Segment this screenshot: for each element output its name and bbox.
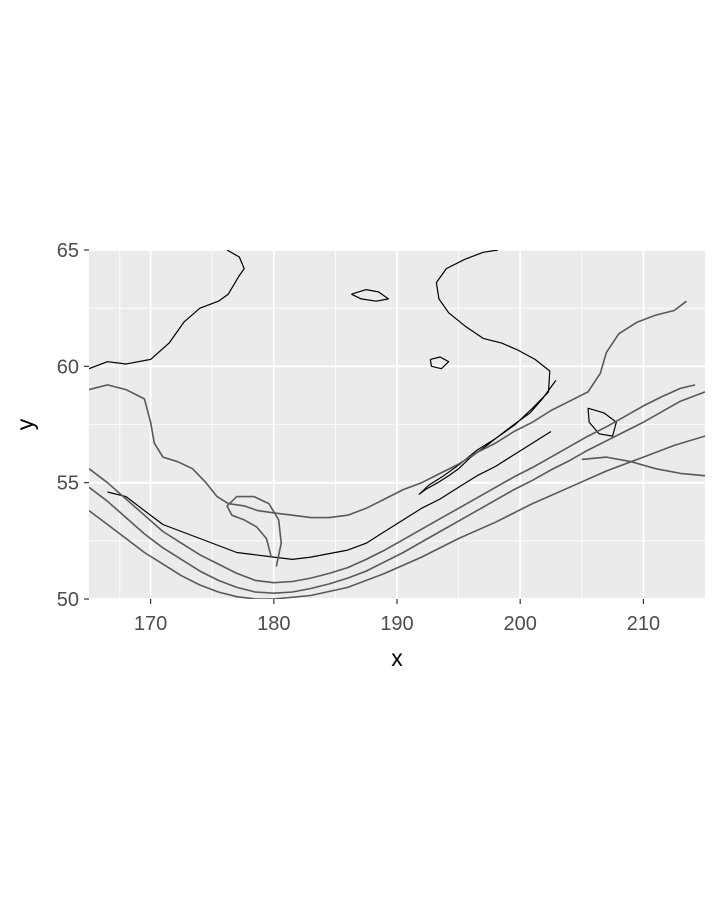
series-coastline-kodiak-island [587, 407, 617, 437]
y-tick-label: 50 [57, 589, 79, 611]
series-coastline-nunivak-island [429, 356, 450, 370]
axis-ticks: 170 180 190 200 210 50 55 60 65 [57, 240, 660, 635]
series-contour-shelf-break [89, 300, 687, 519]
series-contour-aleutian-trench-outer [89, 384, 696, 584]
y-axis-title: y [12, 418, 38, 430]
x-tick-label: 190 [380, 613, 413, 635]
series-coastline-saint-lawrence-island [351, 289, 389, 302]
series-coastline-aleutian-chain [107, 430, 552, 560]
x-axis-title: x [391, 645, 403, 671]
y-tick-label: 65 [57, 240, 79, 262]
contour-series [89, 250, 705, 599]
y-tick-label: 55 [57, 473, 79, 495]
x-tick-label: 180 [257, 613, 290, 635]
x-tick-label: 210 [627, 613, 660, 635]
series-contour-gulf-of-alaska [581, 456, 705, 477]
series-contour-aleutian-trench-inner [89, 435, 705, 599]
y-tick-label: 60 [57, 356, 79, 378]
x-tick-label: 200 [504, 613, 537, 635]
x-tick-label: 170 [134, 613, 167, 635]
series-coastline-alaska-mainland [89, 250, 245, 370]
series-contour-aleutian-trench-middle [89, 391, 705, 594]
series-contour-bowers-ridge [226, 495, 282, 567]
